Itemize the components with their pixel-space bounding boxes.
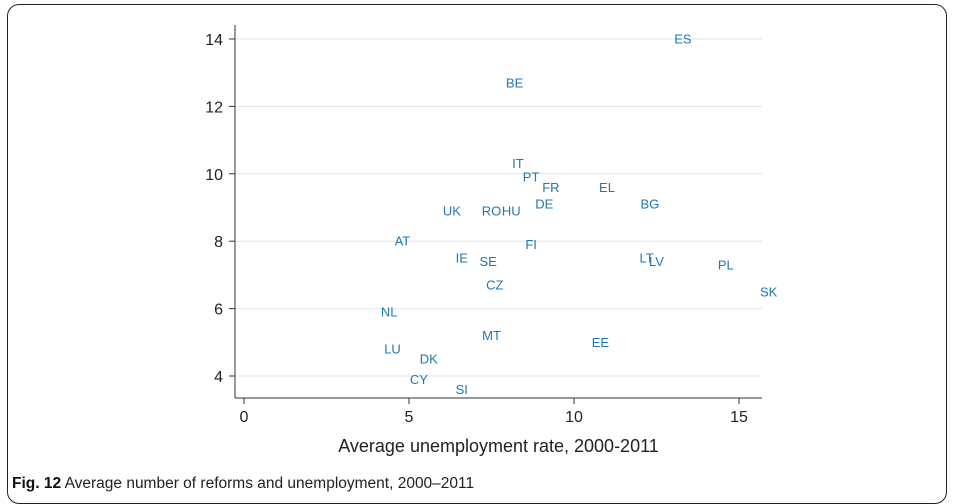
data-point-ee: EE: [592, 335, 610, 350]
data-point-it: IT: [512, 156, 524, 171]
data-point-hu: HU: [502, 203, 521, 218]
data-point-uk: UK: [443, 203, 461, 218]
x-tick-label: 10: [565, 409, 583, 426]
data-point-fr: FR: [542, 180, 559, 195]
y-tick-label: 4: [214, 369, 223, 386]
data-point-si: SI: [456, 382, 468, 397]
figure-label: Fig. 12: [12, 475, 62, 492]
x-axis: 0 5 10 15: [235, 397, 762, 426]
data-point-nl: NL: [381, 304, 398, 319]
data-point-el: EL: [599, 180, 615, 195]
y-tick-label: 6: [214, 302, 223, 319]
x-tick-label: 15: [730, 409, 748, 426]
gridlines: [236, 38, 762, 377]
data-point-se: SE: [480, 254, 498, 269]
figure-caption: Fig. 12 Average number of reforms and un…: [12, 475, 474, 493]
data-point-be: BE: [506, 75, 524, 90]
figure-caption-text: Average number of reforms and unemployme…: [64, 475, 475, 492]
data-point-pt: PT: [523, 170, 540, 185]
data-point-sk: SK: [760, 284, 778, 299]
data-point-mt: MT: [482, 328, 501, 343]
y-tick-label: 14: [205, 32, 223, 49]
x-tick-label: 0: [240, 409, 249, 426]
data-point-lu: LU: [384, 342, 401, 357]
data-point-cz: CZ: [486, 278, 503, 293]
data-point-pl: PL: [718, 257, 734, 272]
data-point-dk: DK: [420, 352, 438, 367]
data-point-cy: CY: [410, 372, 428, 387]
data-point-ie: IE: [456, 251, 469, 266]
y-tick-label: 8: [214, 234, 223, 251]
x-axis-title: Average unemployment rate, 2000-2011: [338, 436, 659, 456]
data-point-fi: FI: [525, 237, 537, 252]
data-point-ro: RO: [482, 203, 502, 218]
data-point-at: AT: [395, 234, 411, 249]
data-point-de: DE: [535, 197, 553, 212]
y-tick-label: 10: [205, 167, 223, 184]
y-tick-label: 12: [205, 99, 223, 116]
data-point-lt: LT: [639, 251, 653, 266]
data-point-lv: LV: [649, 254, 664, 269]
y-axis: 4 6 8 10 12 14: [205, 25, 236, 398]
data-point-bg: BG: [641, 197, 660, 212]
data-point-es: ES: [674, 32, 692, 47]
x-tick-label: 5: [405, 409, 414, 426]
